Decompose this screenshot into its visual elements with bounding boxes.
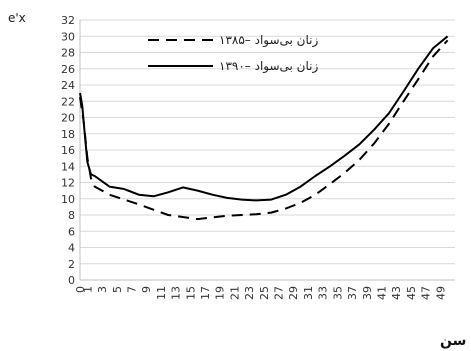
x-tick-label: 29 [287, 286, 300, 300]
x-tick-label: 19 [214, 286, 227, 300]
legend-label-1385: زنان بی‌سواد –۱۳۸۵ [219, 33, 318, 48]
y-tick-label: 18 [61, 128, 75, 141]
y-tick-label: 28 [61, 47, 75, 60]
x-tick-label: 41 [375, 286, 388, 300]
y-tick-label: 12 [61, 177, 75, 190]
y-tick-label: 4 [68, 242, 75, 255]
y-tick-label: 22 [61, 95, 75, 108]
y-tick-label: 0 [68, 274, 75, 287]
y-tick-label: 16 [61, 144, 75, 157]
y-tick-label: 6 [68, 225, 75, 238]
series-line-1 [79, 35, 449, 202]
y-tick-label: 20 [61, 112, 75, 125]
y-tick-label: 30 [61, 30, 75, 43]
series-lines [79, 35, 449, 221]
x-tick-label: 9 [140, 286, 153, 293]
x-tick-label: 31 [302, 286, 315, 300]
x-tick-label: 1 [81, 286, 94, 293]
x-tick-label: 45 [405, 286, 418, 300]
grid [79, 19, 455, 281]
y-tick-label: 10 [61, 193, 75, 206]
x-tick-label: 5 [111, 286, 124, 293]
x-tick-label: 0 [74, 286, 87, 293]
y-axis-label: e'x [8, 11, 26, 25]
x-tick-label: 11 [155, 286, 168, 300]
x-tick-label: 17 [199, 286, 212, 300]
y-tick-label: 24 [61, 79, 75, 92]
x-tick-label: 33 [317, 286, 330, 300]
x-tick-label: 39 [361, 286, 374, 300]
y-tick-label: 32 [61, 14, 75, 27]
x-tick-label: 25 [258, 286, 271, 300]
y-tick-label: 26 [61, 63, 75, 76]
x-ticks: 01 3 5 7 9 11 13 15 17 19 21 23 25 27 29 31 33 35 37 39 41 43… [74, 286, 447, 300]
x-tick-label: 35 [331, 286, 344, 300]
x-tick-label: 27 [273, 286, 286, 300]
x-tick-label: 37 [346, 286, 359, 300]
x-tick-label: 13 [170, 286, 183, 300]
x-tick-label: 3 [96, 286, 109, 293]
x-tick-label: 7 [125, 286, 138, 293]
x-tick-label: 47 [420, 286, 433, 300]
x-tick-label: 49 [434, 286, 447, 300]
legend: زنان بی‌سواد –۱۳۸۵ زنان بی‌سواد –۱۳۹۰ [148, 33, 318, 74]
y-tick-label: 14 [61, 160, 75, 173]
x-tick-label: 23 [243, 286, 256, 300]
series-line-0 [79, 39, 449, 221]
x-tick-label: 15 [184, 286, 197, 300]
y-tick-label: 2 [68, 258, 75, 271]
x-axis-label: سن [440, 333, 466, 349]
x-tick-label: 21 [228, 286, 241, 300]
y-tick-label: 8 [68, 209, 75, 222]
legend-label-1390: زنان بی‌سواد –۱۳۹۰ [219, 59, 318, 74]
x-tick-label: 43 [390, 286, 403, 300]
